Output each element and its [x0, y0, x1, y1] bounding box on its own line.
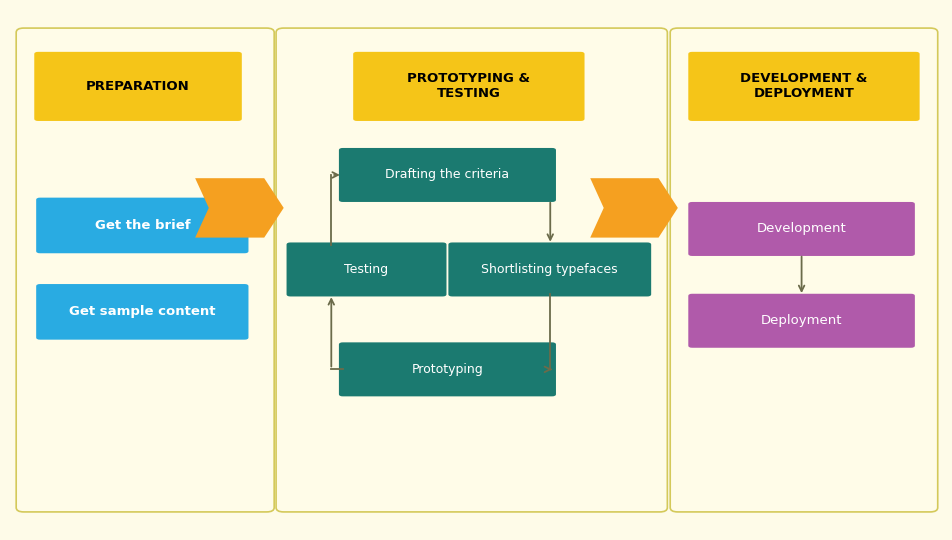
FancyBboxPatch shape [688, 202, 915, 256]
FancyBboxPatch shape [448, 242, 651, 296]
FancyBboxPatch shape [36, 198, 248, 253]
Text: Get sample content: Get sample content [69, 305, 215, 319]
FancyBboxPatch shape [287, 242, 446, 296]
Text: Get the brief: Get the brief [94, 219, 190, 232]
Text: Development: Development [757, 222, 846, 235]
FancyBboxPatch shape [34, 52, 242, 121]
FancyBboxPatch shape [276, 28, 667, 512]
FancyBboxPatch shape [353, 52, 585, 121]
Text: Prototyping: Prototyping [411, 363, 484, 376]
Polygon shape [195, 178, 284, 238]
Text: Testing: Testing [345, 263, 388, 276]
Text: Drafting the criteria: Drafting the criteria [386, 168, 509, 181]
Text: PREPARATION: PREPARATION [87, 80, 189, 93]
FancyBboxPatch shape [670, 28, 938, 512]
Text: PROTOTYPING &
TESTING: PROTOTYPING & TESTING [407, 72, 530, 100]
FancyBboxPatch shape [688, 52, 920, 121]
Polygon shape [590, 178, 678, 238]
FancyBboxPatch shape [36, 284, 248, 340]
Text: Deployment: Deployment [761, 314, 843, 327]
FancyBboxPatch shape [16, 28, 274, 512]
FancyBboxPatch shape [339, 148, 556, 202]
Text: DEVELOPMENT &
DEPLOYMENT: DEVELOPMENT & DEPLOYMENT [741, 72, 867, 100]
Text: Shortlisting typefaces: Shortlisting typefaces [482, 263, 618, 276]
FancyBboxPatch shape [339, 342, 556, 396]
FancyBboxPatch shape [688, 294, 915, 348]
